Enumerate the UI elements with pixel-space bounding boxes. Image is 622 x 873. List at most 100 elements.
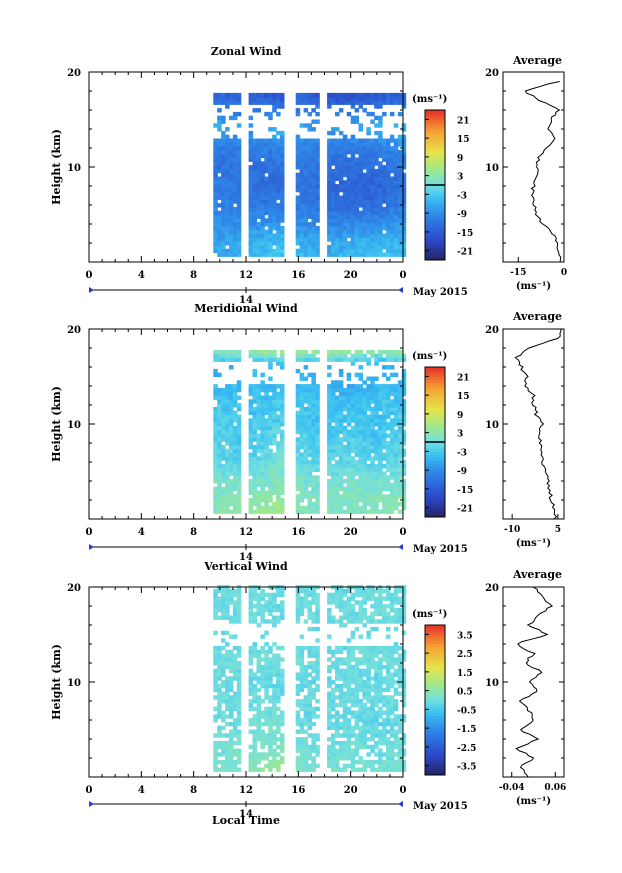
heatmap-cell [272,403,277,408]
heatmap-cell [229,695,234,700]
colorbar-segment [425,445,445,449]
heatmap-cell [382,767,387,772]
heatmap-cell [401,376,407,381]
heatmap-cell [315,138,320,143]
heatmap-cell [299,441,305,446]
heatmap-cell [331,441,336,446]
heatmap-cell [346,372,352,378]
heatmap-cell [350,634,356,639]
heatmap-cell [382,752,387,757]
heatmap-cell [350,710,356,715]
heatmap-cell [299,509,305,514]
heatmap-cell [393,252,399,257]
heatmap-cell [213,203,218,208]
heatmap-cell [350,607,356,613]
heatmap-cell [393,456,399,461]
heatmap-cell [307,699,312,704]
heatmap-cell [374,403,379,408]
heatmap-cell [346,146,352,151]
heatmap-cell [366,467,371,473]
heatmap-cell [382,222,387,227]
heatmap-cell [342,699,348,704]
heatmap-cell [213,157,218,162]
heatmap-cell [280,248,285,254]
heatmap-cell [264,592,269,598]
heatmap-cell [401,357,407,362]
heatmap-cell [315,763,320,769]
heatmap-cell [303,165,309,170]
heatmap-cell [327,718,332,723]
heatmap-cell [397,501,403,507]
heatmap-cell [358,184,363,189]
heatmap-cell [236,123,242,128]
heatmap-cell [331,176,336,181]
heatmap-cell [342,604,348,609]
heatmap-cell [378,180,383,185]
heatmap-cell [264,661,269,666]
heatmap-cell [264,710,269,715]
heatmap-cell [236,615,242,620]
heatmap-cell [307,414,312,419]
heatmap-cell [331,501,336,507]
heatmap-cell [338,756,344,761]
heatmap-cell [225,233,230,238]
heatmap-cell [354,172,360,178]
heatmap-cell [393,619,399,624]
average-x-unit: (ms⁻¹) [516,796,551,807]
heatmap-cell [248,384,254,389]
heatmap-cell [252,191,257,197]
heatmap-cell [346,176,352,181]
heatmap-cell [236,248,242,254]
heatmap-cell [374,699,379,704]
heatmap-cell [327,187,332,193]
heatmap-cell [401,206,407,212]
heatmap-cell [350,437,356,442]
heatmap-cell [229,683,234,689]
heatmap-cell [307,592,312,598]
heatmap-cell [366,142,371,147]
heatmap-cell [378,729,383,734]
heatmap-cell [307,229,312,235]
heatmap-cell [268,406,273,412]
heatmap-cell [382,225,387,231]
heatmap-cell [295,702,301,708]
heatmap-cell [338,184,344,189]
heatmap-cell [272,422,277,427]
heatmap-cell [346,444,352,450]
heatmap-cell [327,494,332,499]
heatmap-cell [299,429,305,435]
heatmap-cell [280,357,285,362]
heatmap-cell [331,653,336,658]
heatmap-cell [280,361,285,366]
heatmap-cell [213,604,218,609]
heatmap-cell [354,611,360,617]
heatmap-cell [397,225,403,231]
heatmap-cell [354,433,360,438]
heatmap-cell [221,456,226,461]
heatmap-cell [252,482,257,488]
y-tick-label: 10 [67,163,81,174]
colorbar-segment [425,470,445,474]
heatmap-cell [252,241,257,246]
heatmap-cell [260,414,265,419]
heatmap-cell [229,403,234,408]
heatmap-cell [307,353,312,359]
x-tick-label: 0 [400,527,407,538]
heatmap-cell [272,104,277,109]
heatmap-cell [311,494,316,499]
heatmap-cell [327,353,332,359]
heatmap-cell [221,225,226,231]
heatmap-cell [307,429,312,435]
heatmap-cell [280,172,285,178]
heatmap-cell [315,661,320,666]
heatmap-cell [354,680,360,685]
heatmap-cell [221,653,226,658]
heatmap-cell [236,222,242,227]
heatmap-cell [393,172,399,178]
heatmap-cell [272,429,277,435]
heatmap-cell [268,222,273,227]
heatmap-cell [213,218,218,223]
heatmap-cell [358,437,363,442]
heatmap-cell [358,475,363,480]
heatmap-cell [389,619,395,624]
